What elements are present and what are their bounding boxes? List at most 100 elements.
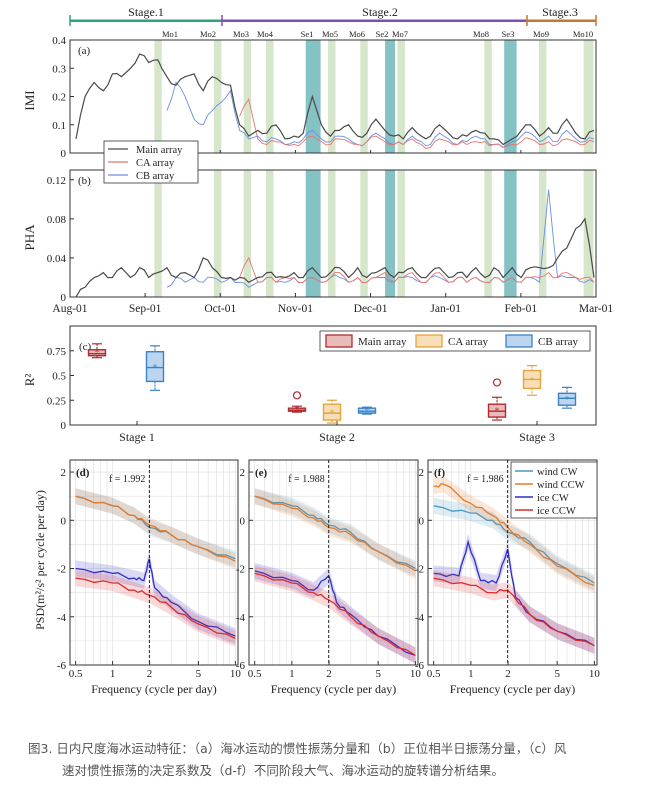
- panel-letter: (d): [76, 467, 90, 479]
- y-tick-label: -2: [415, 564, 424, 576]
- box-body: [87, 349, 107, 357]
- x-tick-label: Stage 1: [119, 430, 155, 444]
- caption-line-2: 速对惯性振荡的决定系数及（d-f）不同阶段大气、海冰运动的旋转谱分析结果。: [62, 763, 504, 778]
- event-band: [538, 170, 547, 297]
- event-band: [266, 170, 274, 297]
- event-label: Mo5: [322, 29, 338, 39]
- y-tick-label: -6: [57, 660, 67, 672]
- x-tick-label: 1: [289, 668, 295, 680]
- legend-label: wind CCW: [537, 480, 585, 491]
- box-cb-array: *: [145, 345, 165, 391]
- event-label: Mo2: [200, 29, 216, 39]
- event-band: [213, 40, 222, 153]
- x-tick-label: Dec-01: [354, 303, 388, 315]
- stage-label: Stage.2: [362, 5, 398, 19]
- event-band: [484, 40, 492, 153]
- event-band: [385, 170, 396, 297]
- x-tick-label: Feb-01: [505, 303, 538, 315]
- series-line-ca-array: [239, 98, 595, 150]
- x-tick-label: Oct-01: [204, 303, 236, 315]
- legend-label: Main array: [136, 145, 183, 156]
- legend-label: CA array: [136, 158, 175, 169]
- event-label: Mo4: [257, 29, 274, 39]
- y-tick-label: 0.1: [52, 120, 66, 132]
- stage-bar-1: [70, 19, 222, 22]
- box-body: [557, 392, 577, 406]
- series-line-cb-array: [166, 189, 595, 288]
- y-tick-label: 2: [240, 467, 246, 479]
- x-tick-label: Mar-01: [579, 303, 614, 315]
- event-band: [213, 170, 222, 297]
- y-tick-label: 0.3: [52, 63, 66, 75]
- y-tick-label: 2: [419, 467, 425, 479]
- x-tick-label: Jan-01: [430, 303, 461, 315]
- x-tick-label: 10: [230, 668, 242, 680]
- panel-f: f = 1.986 (f) 0.5 1 2 5 10 2 0 -2 -4 -6 Frequency (c…: [415, 459, 600, 696]
- y-axis-label: R²: [22, 374, 37, 387]
- event-label: Mo1: [162, 29, 178, 39]
- y-tick-label: -2: [57, 564, 66, 576]
- panel-letter: (b): [78, 175, 91, 187]
- y-tick-label: 0.5: [52, 371, 66, 383]
- event-band: [583, 40, 594, 153]
- series-line-cb-array: [166, 81, 595, 148]
- y-tick-label: 0: [419, 515, 425, 527]
- y-tick-label: 0: [61, 420, 67, 432]
- x-tick-label: 2: [505, 668, 511, 680]
- figure-canvas: Stage.1 Stage.2 Stage.3 Mo1 Mo2 Mo3 Mo4 Se1 Mo5 M…: [22, 5, 614, 696]
- event-band: [360, 170, 368, 297]
- series-line-ice-cw: [75, 558, 236, 637]
- y-axis-label: IMI: [22, 90, 37, 110]
- event-label: Mo10: [573, 29, 593, 39]
- frequency-annotation: f = 1.986: [467, 474, 503, 485]
- event-label: Se2: [376, 29, 389, 39]
- y-tick-label: 0: [240, 515, 246, 527]
- y-tick-label: 0.12: [47, 175, 66, 187]
- legend-label: CB array: [136, 171, 175, 182]
- plot-frame: [427, 459, 598, 666]
- x-axis-label: Frequency (cycle per day): [450, 682, 576, 696]
- series-band-ice-ccw: [254, 565, 416, 664]
- stage-bar-3: [527, 19, 596, 22]
- box-mean: *: [295, 405, 300, 415]
- event-band: [305, 170, 321, 297]
- event-label: Mo7: [392, 29, 408, 39]
- box-ca-array: *: [322, 399, 342, 424]
- box-outlier: [492, 378, 502, 387]
- event-label: Se3: [502, 29, 515, 39]
- event-band: [328, 170, 336, 297]
- frequency-annotation: f = 1.988: [288, 474, 324, 485]
- box-main-array: *: [87, 343, 107, 359]
- legend-spectra: wind CW wind CCW ice CW ice CCW: [510, 461, 598, 519]
- x-tick-label: 0.5: [69, 668, 83, 680]
- x-tick-label: 1: [110, 668, 116, 680]
- legend-label: wind CW: [537, 467, 578, 478]
- y-tick-label: 0.75: [47, 346, 67, 358]
- caption-line-1: 图3. 日内尺度海冰运动特征：（a）海冰运动的惯性振荡分量和（b）正位相半日振荡…: [28, 741, 567, 756]
- x-tick-label: 1: [468, 668, 474, 680]
- box-body: [322, 403, 342, 421]
- box-mean: *: [330, 408, 335, 418]
- event-label: Mo9: [533, 29, 549, 39]
- event-band: [538, 40, 547, 153]
- event-band: [484, 170, 492, 297]
- x-tick-label: Nov-01: [278, 303, 313, 315]
- legend-label: ice CW: [537, 493, 569, 504]
- series-band-ice-cw: [254, 562, 416, 664]
- event-band: [328, 40, 336, 153]
- series-band-wind-cw: [254, 488, 416, 577]
- series-line-ice-cw: [433, 539, 595, 647]
- event-band: [583, 170, 594, 297]
- x-tick-label: Aug-01: [52, 303, 87, 315]
- x-tick-label: 5: [196, 668, 202, 680]
- y-tick-label: -6: [236, 660, 246, 672]
- plot-frame: [248, 459, 419, 666]
- x-tick-label: Stage 2: [319, 430, 355, 444]
- box-mean: *: [565, 394, 570, 404]
- event-band: [305, 40, 321, 153]
- series-line-ice-ccw: [254, 572, 416, 656]
- frequency-annotation: f = 1.992: [109, 474, 145, 485]
- box-cb-array: *: [557, 386, 577, 409]
- box-mean: *: [95, 348, 100, 358]
- legend-label: Main array: [358, 336, 407, 348]
